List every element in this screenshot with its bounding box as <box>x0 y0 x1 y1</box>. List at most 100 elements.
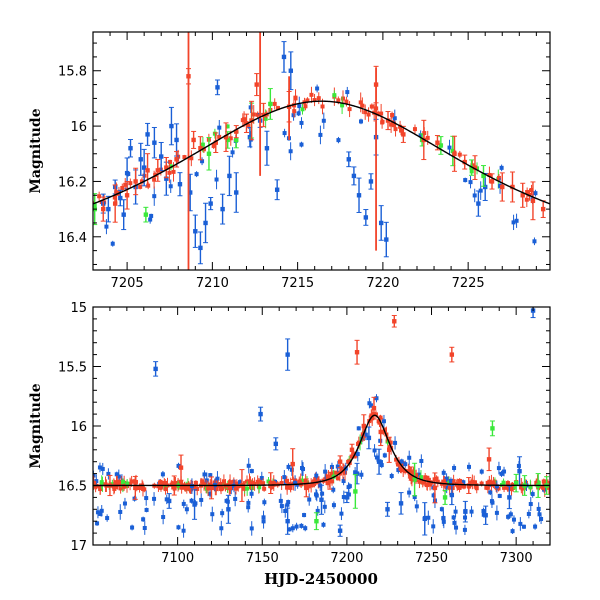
dense-point <box>409 477 414 482</box>
dense-point <box>152 177 157 182</box>
dense-point <box>128 481 133 486</box>
dense-point <box>125 481 130 486</box>
data-point <box>145 132 150 137</box>
dense-point <box>100 482 105 487</box>
dense-point <box>422 480 427 485</box>
data-point <box>124 193 130 198</box>
dense-point <box>249 526 254 531</box>
dense-point <box>303 526 308 531</box>
dense-point <box>181 501 186 506</box>
bottom-y-axis-title: Magnitude <box>28 383 44 468</box>
dense-point <box>343 470 348 475</box>
x-tick-label: 7300 <box>500 551 533 566</box>
data-point <box>198 146 203 151</box>
dense-point <box>331 487 336 492</box>
data-point <box>198 245 203 251</box>
dense-point <box>451 479 456 484</box>
data-point <box>346 157 351 162</box>
dense-point <box>201 147 206 152</box>
dense-point <box>530 492 535 497</box>
dense-point <box>98 511 103 516</box>
dense-point <box>200 142 205 147</box>
bottom-panel: 7100 7150 7200 7250 7300 15 15.5 16 16.5 17 Magni… <box>28 301 551 588</box>
dense-point <box>95 521 100 526</box>
dense-point <box>97 465 102 470</box>
top-plot-frame <box>92 31 551 271</box>
dense-point <box>272 101 277 106</box>
dense-point <box>139 179 144 184</box>
dense-point <box>336 138 341 143</box>
dense-point <box>299 523 304 528</box>
dense-point <box>457 478 462 483</box>
x-tick-label: 7210 <box>196 276 229 291</box>
dense-point <box>525 190 530 195</box>
dense-point <box>394 457 399 462</box>
dense-point <box>164 497 169 502</box>
dense-point <box>246 463 251 468</box>
data-point <box>133 179 138 184</box>
dense-point <box>511 220 516 225</box>
dense-point <box>140 486 145 491</box>
bottom-x-axis-title: HJD-2450000 <box>264 570 378 588</box>
dense-point <box>131 479 136 484</box>
dense-point <box>199 497 204 502</box>
data-point <box>378 220 384 226</box>
top-series-blue <box>100 41 488 265</box>
dense-point <box>347 107 352 112</box>
data-point <box>452 151 457 156</box>
data-point <box>288 68 294 73</box>
dense-point <box>376 111 381 116</box>
dense-point <box>228 136 233 141</box>
data-point <box>363 215 369 220</box>
data-point <box>520 193 525 198</box>
dense-point <box>97 194 102 199</box>
dense-point <box>381 419 386 424</box>
dense-point <box>496 486 501 491</box>
x-tick-label: 7250 <box>415 551 448 566</box>
dense-point <box>257 480 262 485</box>
data-point <box>392 319 397 324</box>
dense-point <box>282 131 287 136</box>
dense-point <box>392 123 397 128</box>
dense-point <box>341 479 346 484</box>
dense-point <box>372 448 377 453</box>
dense-point <box>118 509 123 514</box>
dense-point <box>114 472 119 477</box>
data-point <box>169 123 174 129</box>
data-point <box>133 485 138 491</box>
data-point <box>203 220 208 226</box>
dense-point <box>412 495 417 500</box>
dense-point <box>502 469 507 474</box>
bottom-dense-observations <box>93 394 550 538</box>
data-point <box>449 352 455 357</box>
data-point <box>193 229 198 234</box>
dense-point <box>485 480 490 485</box>
dense-point <box>215 476 220 481</box>
dense-point <box>168 164 173 169</box>
data-point <box>290 461 295 467</box>
dense-point <box>262 500 267 505</box>
dense-point <box>95 510 100 515</box>
data-point <box>490 426 495 431</box>
data-point <box>164 176 169 181</box>
dense-point <box>481 508 486 513</box>
dense-point <box>315 508 320 513</box>
dense-point <box>98 485 103 490</box>
data-point <box>483 513 488 518</box>
dense-point <box>285 502 290 507</box>
y-tick-label: 16.4 <box>58 231 87 246</box>
data-point <box>483 184 488 190</box>
dense-point <box>104 224 109 229</box>
dense-point <box>233 486 238 491</box>
dense-point <box>202 481 207 486</box>
dense-point <box>262 486 267 491</box>
dense-point <box>417 479 422 484</box>
dense-point <box>261 519 266 524</box>
data-point <box>206 151 212 156</box>
data-point <box>273 441 278 447</box>
bottom-series-blue <box>153 307 536 537</box>
dense-point <box>441 479 446 484</box>
data-point <box>281 54 287 60</box>
dense-point <box>533 524 538 529</box>
data-point <box>268 480 273 486</box>
